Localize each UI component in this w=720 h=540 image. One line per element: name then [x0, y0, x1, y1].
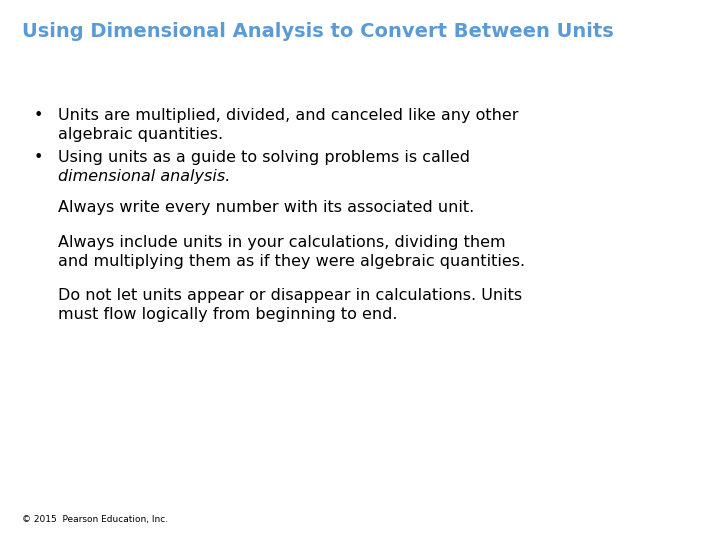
Text: •: • [34, 108, 43, 123]
Text: © 2015  Pearson Education, Inc.: © 2015 Pearson Education, Inc. [22, 515, 168, 524]
Text: •: • [34, 150, 43, 165]
Text: Using Dimensional Analysis to Convert Between Units: Using Dimensional Analysis to Convert Be… [22, 22, 613, 41]
Text: algebraic quantities.: algebraic quantities. [58, 127, 223, 142]
Text: Units are multiplied, divided, and canceled like any other: Units are multiplied, divided, and cance… [58, 108, 518, 123]
Text: Using units as a guide to solving problems is called: Using units as a guide to solving proble… [58, 150, 470, 165]
Text: and multiplying them as if they were algebraic quantities.: and multiplying them as if they were alg… [58, 254, 525, 269]
Text: must flow logically from beginning to end.: must flow logically from beginning to en… [58, 307, 397, 322]
Text: Do not let units appear or disappear in calculations. Units: Do not let units appear or disappear in … [58, 288, 522, 303]
Text: dimensional analysis.: dimensional analysis. [58, 169, 230, 184]
Text: Always include units in your calculations, dividing them: Always include units in your calculation… [58, 235, 505, 250]
Text: Always write every number with its associated unit.: Always write every number with its assoc… [58, 200, 474, 215]
